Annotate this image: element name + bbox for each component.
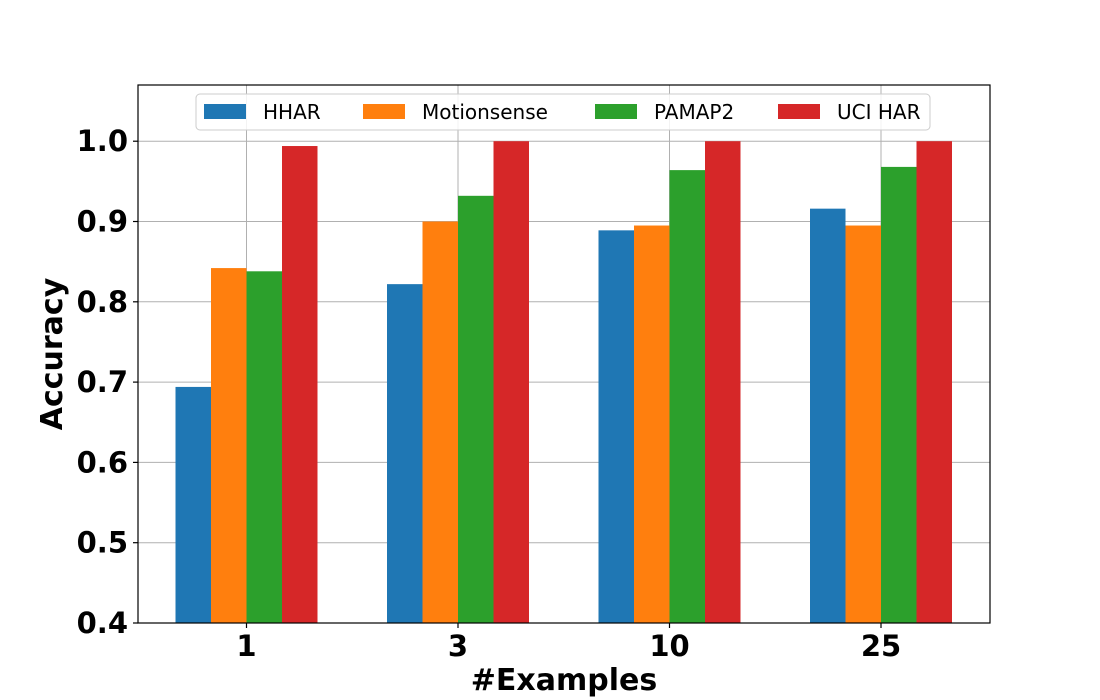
legend-label-hhar: HHAR (263, 100, 321, 124)
bar-hhar-3 (387, 284, 423, 623)
plot-frame (137, 84, 991, 624)
x-tick-label-2: 10 (649, 629, 689, 663)
legend-swatch-uci-har (778, 104, 820, 119)
y-tick-label-0: 0.4 (77, 606, 128, 640)
bar-uci-har-1 (282, 146, 318, 624)
bar-motionsense-3 (422, 221, 458, 624)
y-tick-label-6: 1.0 (77, 124, 128, 158)
legend-swatch-hhar (204, 104, 246, 119)
y-axis-title: Accuracy (35, 277, 70, 430)
bar-uci-har-3 (493, 141, 529, 623)
y-axis-ticks: 0.4 0.5 0.6 0.7 0.8 0.9 1.0 (77, 124, 138, 640)
y-tick-label-1: 0.5 (77, 526, 128, 560)
bar-pamap2-1 (246, 271, 282, 623)
bar-hhar-1 (175, 386, 211, 623)
bar-hhar-25 (810, 208, 846, 623)
bar-uci-har-25 (916, 141, 952, 623)
bar-motionsense-1 (211, 268, 247, 623)
x-tick-label-0: 1 (236, 629, 256, 663)
bar-pamap2-3 (458, 195, 494, 623)
x-axis-title: #Examples (471, 663, 657, 698)
bar-motionsense-25 (845, 225, 881, 623)
legend-label-uci-har: UCI HAR (837, 100, 921, 124)
y-tick-label-4: 0.8 (77, 285, 128, 319)
y-tick-label-2: 0.6 (77, 445, 128, 479)
y-tick-label-3: 0.7 (77, 365, 128, 399)
y-tick-label-5: 0.9 (77, 205, 128, 239)
x-tick-label-1: 3 (448, 629, 468, 663)
legend-swatch-motionsense (363, 104, 405, 119)
legend-swatch-pamap2 (595, 104, 637, 119)
x-tick-label-3: 25 (861, 629, 901, 663)
bar-uci-har-10 (705, 141, 741, 623)
x-axis-ticks: 1 3 10 25 (236, 623, 901, 663)
bar-pamap2-10 (669, 170, 705, 623)
legend-frame (195, 93, 931, 131)
legend-label-motionsense: Motionsense (422, 100, 548, 124)
legend-label-pamap2: PAMAP2 (654, 100, 734, 124)
legend: HHAR Motionsense PAMAP2 UCI HAR (195, 93, 931, 131)
bar-hhar-10 (598, 230, 634, 623)
bar-motionsense-10 (634, 225, 670, 623)
bar-pamap2-25 (881, 166, 917, 623)
bars (175, 141, 952, 624)
